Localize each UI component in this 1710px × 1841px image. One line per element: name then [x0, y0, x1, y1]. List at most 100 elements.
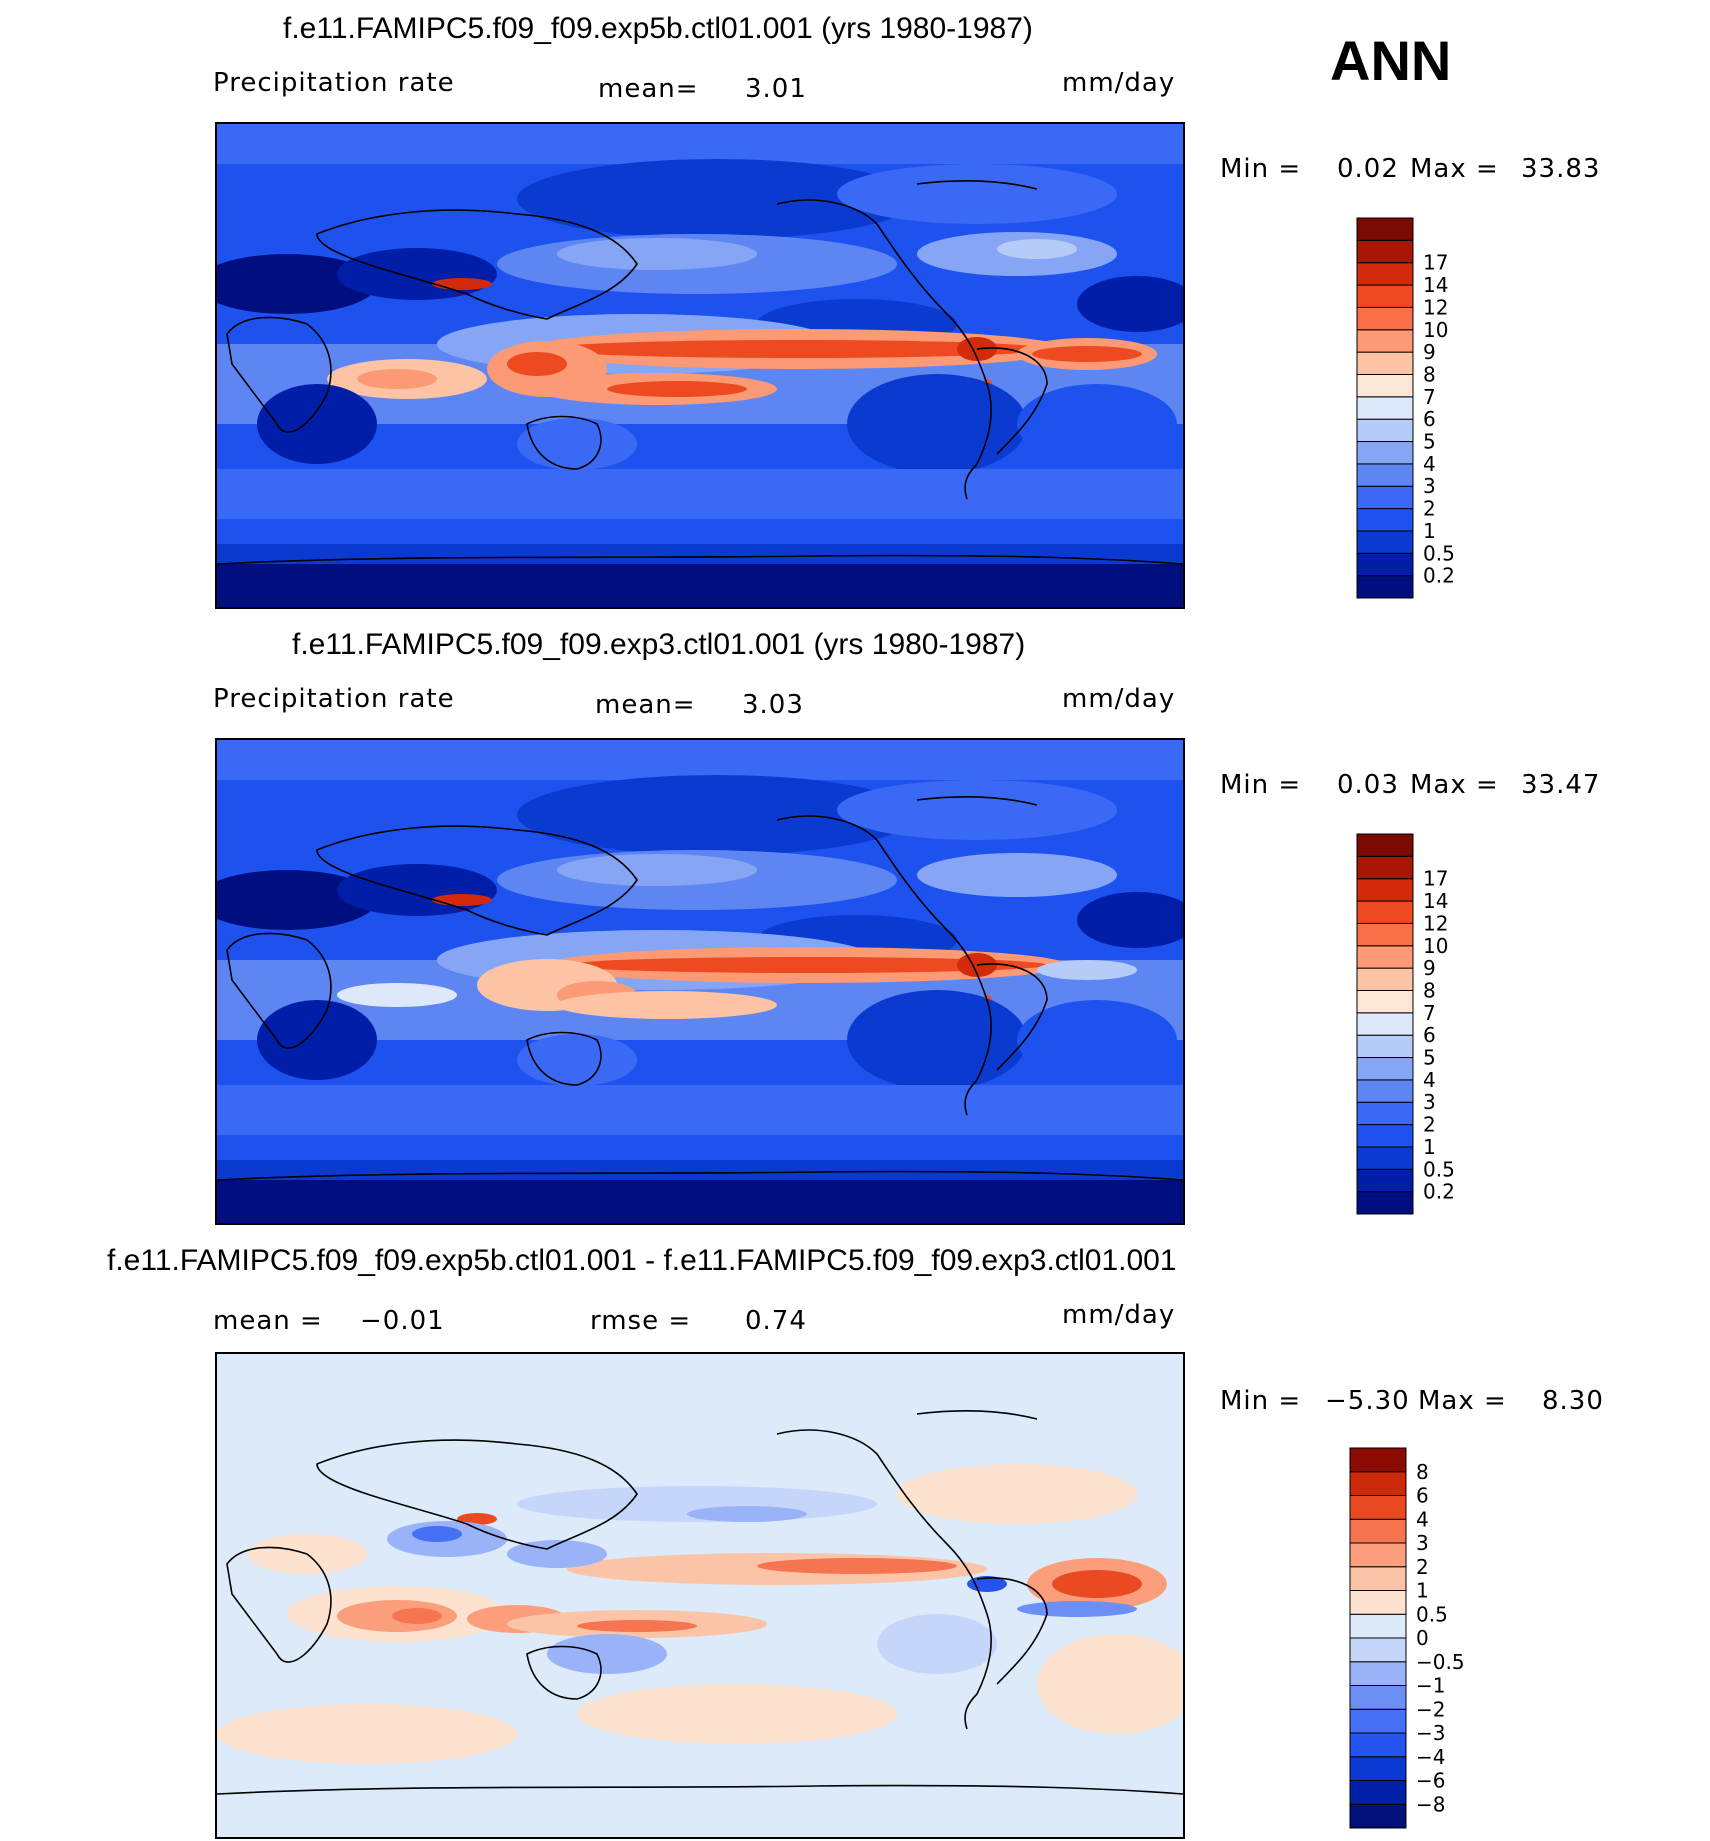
- colorbar-2-tick-label: 5: [1423, 1046, 1436, 1070]
- panel-1-title: f.e11.FAMIPC5.f09_f09.exp5b.ctl01.001 (y…: [283, 12, 1033, 45]
- panel-2-variable-label: Precipitation rate: [213, 684, 455, 714]
- colorbar-2-tick-label: 17: [1423, 867, 1448, 891]
- colorbar-3-swatch-5: [1349, 1685, 1407, 1710]
- colorbar-2-swatch-2: [1356, 1146, 1414, 1170]
- colorbar-1-tick-label: 4: [1423, 452, 1436, 476]
- colorbar-2-tick-label: 0.2: [1423, 1180, 1455, 1204]
- colorbar-3-tick-label: 8: [1416, 1460, 1429, 1484]
- colorbar-3-tick-label: −0.5: [1416, 1650, 1465, 1674]
- colorbar-2-tick-label: 2: [1423, 1113, 1436, 1137]
- colorbar-1-tick-label: 17: [1423, 251, 1448, 275]
- colorbar-3-swatch-9: [1349, 1590, 1407, 1615]
- colorbar-1-swatch-6: [1356, 441, 1414, 465]
- colorbar-3-swatch-3: [1349, 1732, 1407, 1758]
- colorbar-2-swatch-11: [1356, 945, 1414, 969]
- panel-3-min-label: Min =: [1220, 1386, 1302, 1416]
- colorbar-3-swatch-6: [1349, 1661, 1407, 1686]
- panel-3-rmse-value: 0.74: [745, 1306, 807, 1336]
- colorbar-3-tick-label: 4: [1416, 1507, 1429, 1531]
- colorbar-1-swatch-10: [1356, 351, 1414, 375]
- colorbar-3-swatch-4: [1349, 1708, 1407, 1734]
- panel-3-title: f.e11.FAMIPC5.f09_f09.exp5b.ctl01.001 - …: [107, 1244, 1177, 1277]
- colorbar-3-swatch-11: [1349, 1542, 1407, 1568]
- panel-3-colorbar: −8 −6 −4 −3 −2 −1 −0.5 0 0.5 1 2 3 4 6 8: [1348, 1446, 1498, 1832]
- colorbar-2-tick-label: 14: [1423, 889, 1448, 913]
- colorbar-1-swatch-1: [1356, 552, 1414, 577]
- panel-2-units: mm/day: [1062, 684, 1176, 714]
- colorbar-2-swatch-6: [1356, 1057, 1414, 1081]
- colorbar-3-tick-label: −8: [1416, 1792, 1445, 1816]
- colorbar-1-tick-label: 2: [1423, 497, 1436, 521]
- panel-3-rmse-label: rmse =: [590, 1306, 692, 1336]
- colorbar-3-tick-label: 6: [1416, 1484, 1429, 1508]
- panel-2-max-value: 33.47: [1521, 770, 1601, 800]
- colorbar-2-tick-label: 10: [1423, 934, 1448, 958]
- colorbar-3-swatch-10: [1349, 1566, 1407, 1591]
- colorbar-3-swatch-7: [1349, 1637, 1407, 1663]
- colorbar-2-swatch-5: [1356, 1079, 1414, 1103]
- colorbar-1-swatch-12: [1356, 306, 1414, 331]
- colorbar-2-swatch-13: [1356, 900, 1414, 924]
- colorbar-2-tick-label: 9: [1423, 956, 1436, 980]
- colorbar-1-tick-label: 12: [1423, 295, 1448, 319]
- colorbar-3-swatch-1: [1349, 1780, 1407, 1805]
- panel-1-mean-label: mean=: [598, 74, 699, 104]
- colorbar-1-swatch-13: [1356, 284, 1414, 308]
- colorbar-3-swatch-8: [1349, 1613, 1407, 1639]
- panel-1-min-label: Min =: [1220, 154, 1302, 184]
- colorbar-1-tick-label: 1: [1423, 519, 1436, 543]
- colorbar-1-tick-label: 0.5: [1423, 541, 1455, 565]
- colorbar-3-swatch-13: [1349, 1495, 1407, 1520]
- panel-2-title: f.e11.FAMIPC5.f09_f09.exp3.ctl01.001 (yr…: [292, 628, 1026, 661]
- colorbar-3-swatch-14: [1349, 1471, 1407, 1496]
- colorbar-3-swatch-15: [1349, 1447, 1407, 1473]
- colorbar-2-tick-label: 12: [1423, 911, 1448, 935]
- colorbar-3-tick-label: 0: [1416, 1626, 1429, 1650]
- colorbar-2-tick-label: 0.5: [1423, 1157, 1455, 1181]
- colorbar-2-swatch-14: [1356, 878, 1414, 902]
- colorbar-1-swatch-3: [1356, 508, 1414, 532]
- panel-2-colorbar: 0.2 0.5 1 2 3 4 5 6 7 8 9 10 12 14 17: [1355, 832, 1495, 1218]
- panel-1-map-svg: [217, 124, 1183, 607]
- colorbar-1-swatch-9: [1356, 373, 1414, 398]
- panel-3-mean-label: mean =: [213, 1306, 323, 1336]
- panel-3-max-value: 8.30: [1542, 1386, 1604, 1416]
- colorbar-1-swatch-4: [1356, 485, 1414, 510]
- colorbar-1-swatch-14: [1356, 262, 1414, 286]
- panel-2-mean-value: 3.03: [742, 690, 804, 720]
- panel-2-map: [215, 738, 1185, 1225]
- panel-1-colorbar: 0.2 0.5 1 2 3 4 5 6 7 8 9 10 12 14 17: [1355, 216, 1495, 602]
- colorbar-3-tick-label: −3: [1416, 1721, 1445, 1745]
- colorbar-3-swatch-0: [1349, 1803, 1407, 1829]
- colorbar-2-swatch-16: [1356, 833, 1414, 857]
- colorbar-1-tick-label: 14: [1423, 273, 1448, 297]
- colorbar-1-swatch-16: [1356, 217, 1414, 241]
- colorbar-2-tick-label: 4: [1423, 1068, 1436, 1092]
- colorbar-2-swatch-10: [1356, 967, 1414, 991]
- panel-1-max-value: 33.83: [1521, 154, 1601, 184]
- colorbar-2-tick-label: 6: [1423, 1023, 1436, 1047]
- colorbar-1-swatch-7: [1356, 418, 1414, 443]
- colorbar-1-tick-label: 0.2: [1423, 564, 1455, 588]
- colorbar-1-tick-label: 10: [1423, 318, 1448, 342]
- colorbar-3-tick-label: 3: [1416, 1531, 1429, 1555]
- colorbar-3-swatch-12: [1349, 1518, 1407, 1544]
- colorbar-1-tick-label: 7: [1423, 385, 1436, 409]
- colorbar-3-tick-label: 0.5: [1416, 1602, 1448, 1626]
- panel-1-units: mm/day: [1062, 68, 1176, 98]
- colorbar-3-tick-label: −6: [1416, 1769, 1445, 1793]
- colorbar-2-tick-label: 7: [1423, 1001, 1436, 1025]
- colorbar-2-swatch-9: [1356, 989, 1414, 1014]
- panel-2-max-label: Max =: [1410, 770, 1499, 800]
- colorbar-1-swatch-15: [1356, 239, 1414, 264]
- colorbar-2-tick-label: 1: [1423, 1135, 1436, 1159]
- colorbar-1-swatch-5: [1356, 463, 1414, 487]
- panel-3-max-label: Max =: [1418, 1386, 1507, 1416]
- colorbar-3-tick-label: 1: [1416, 1579, 1429, 1603]
- colorbar-1-tick-label: 5: [1423, 430, 1436, 454]
- colorbar-3-tick-label: −1: [1416, 1674, 1445, 1698]
- colorbar-1-tick-label: 8: [1423, 362, 1436, 386]
- panel-3-map-svg: [217, 1354, 1183, 1837]
